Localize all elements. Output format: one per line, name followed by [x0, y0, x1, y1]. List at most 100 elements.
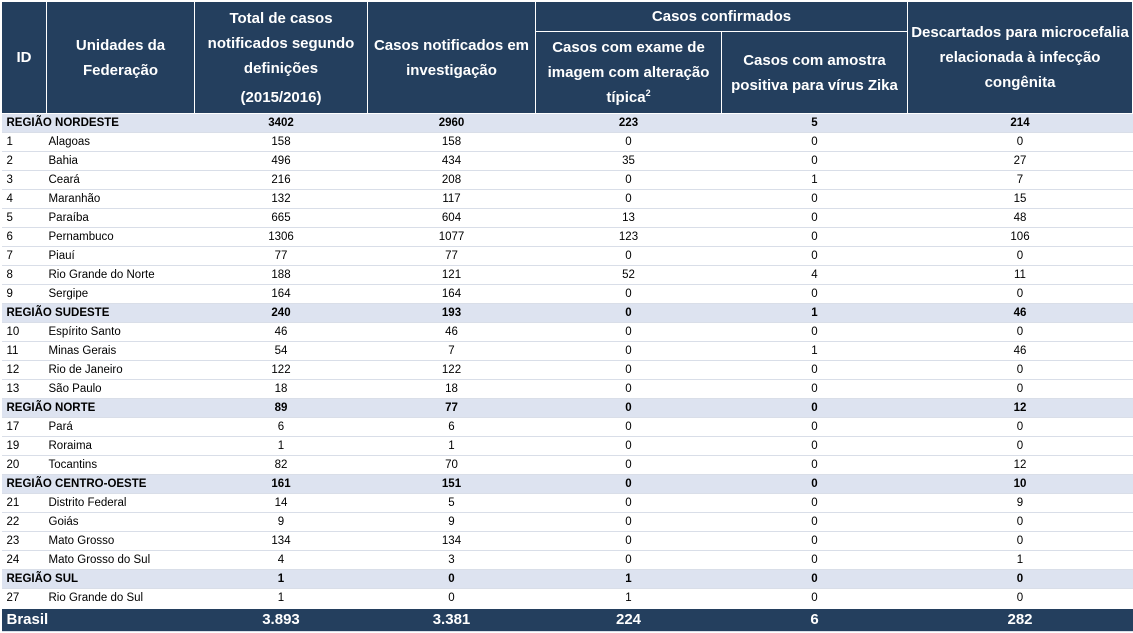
region-name: REGIÃO CENTRO-OESTE: [1, 474, 195, 494]
state-imagem: 0: [535, 189, 722, 209]
state-name: Alagoas: [46, 132, 195, 152]
state-imagem: 0: [535, 379, 722, 399]
state-total: 54: [194, 341, 368, 361]
state-name: Roraima: [46, 436, 195, 456]
state-total: 18: [194, 379, 368, 399]
state-zika: 1: [721, 341, 908, 361]
state-row: 19 Roraima 1 1 0 0 0: [1, 436, 1133, 456]
region-name: REGIÃO SUL: [1, 569, 195, 589]
state-name: São Paulo: [46, 379, 195, 399]
state-imagem: 0: [535, 455, 722, 475]
state-descartados: 0: [907, 246, 1133, 266]
state-investigacao: 3: [367, 550, 536, 570]
state-investigacao: 121: [367, 265, 536, 285]
state-investigacao: 9: [367, 512, 536, 532]
state-investigacao: 0: [367, 588, 536, 609]
state-imagem: 0: [535, 360, 722, 380]
state-investigacao: 1077: [367, 227, 536, 247]
total-imagem: 224: [535, 607, 722, 632]
state-imagem: 0: [535, 493, 722, 513]
state-name: Rio de Janeiro: [46, 360, 195, 380]
header-imagem-label: Casos com exame de imagem com alteração …: [547, 39, 710, 106]
state-descartados: 0: [907, 588, 1133, 609]
header-descartados: Descartados para microcefalia relacionad…: [907, 1, 1133, 114]
state-investigacao: 18: [367, 379, 536, 399]
state-row: 8 Rio Grande do Norte 188 121 52 4 11: [1, 265, 1133, 285]
region-investigacao: 0: [367, 569, 536, 589]
region-zika: 1: [721, 303, 908, 323]
state-row: 7 Piauí 77 77 0 0 0: [1, 246, 1133, 266]
state-row: 5 Paraíba 665 604 13 0 48: [1, 208, 1133, 228]
state-id: 13: [1, 379, 47, 399]
region-zika: 0: [721, 398, 908, 418]
state-id: 2: [1, 151, 47, 171]
state-imagem: 0: [535, 531, 722, 551]
state-id: 21: [1, 493, 47, 513]
state-id: 23: [1, 531, 47, 551]
header-uf: Unidades da Federação: [46, 1, 195, 114]
state-investigacao: 1: [367, 436, 536, 456]
state-id: 22: [1, 512, 47, 532]
state-name: Espírito Santo: [46, 322, 195, 342]
state-id: 19: [1, 436, 47, 456]
state-imagem: 0: [535, 284, 722, 304]
state-descartados: 106: [907, 227, 1133, 247]
state-descartados: 0: [907, 322, 1133, 342]
region-imagem: 1: [535, 569, 722, 589]
region-zika: 5: [721, 113, 908, 133]
state-imagem: 0: [535, 436, 722, 456]
state-zika: 0: [721, 588, 908, 609]
state-zika: 0: [721, 132, 908, 152]
state-id: 12: [1, 360, 47, 380]
state-row: 22 Goiás 9 9 0 0 0: [1, 512, 1133, 532]
state-name: Piauí: [46, 246, 195, 266]
region-investigacao: 2960: [367, 113, 536, 133]
state-total: 158: [194, 132, 368, 152]
state-descartados: 0: [907, 417, 1133, 437]
state-row: 13 São Paulo 18 18 0 0 0: [1, 379, 1133, 399]
state-name: Mato Grosso: [46, 531, 195, 551]
state-row: 20 Tocantins 82 70 0 0 12: [1, 455, 1133, 475]
state-row: 6 Pernambuco 1306 1077 123 0 106: [1, 227, 1133, 247]
state-name: Paraíba: [46, 208, 195, 228]
state-row: 9 Sergipe 164 164 0 0 0: [1, 284, 1133, 304]
state-row: 4 Maranhão 132 117 0 0 15: [1, 189, 1133, 209]
state-row: 11 Minas Gerais 54 7 0 1 46: [1, 341, 1133, 361]
state-imagem: 0: [535, 322, 722, 342]
state-descartados: 15: [907, 189, 1133, 209]
state-descartados: 48: [907, 208, 1133, 228]
region-total: 240: [194, 303, 368, 323]
state-id: 5: [1, 208, 47, 228]
total-zika: 6: [721, 607, 908, 632]
region-descartados: 12: [907, 398, 1133, 418]
state-id: 4: [1, 189, 47, 209]
state-row: 27 Rio Grande do Sul 1 0 1 0 0: [1, 588, 1133, 609]
state-name: Rio Grande do Sul: [46, 588, 195, 609]
state-investigacao: 5: [367, 493, 536, 513]
state-descartados: 0: [907, 531, 1133, 551]
state-row: 3 Ceará 216 208 0 1 7: [1, 170, 1133, 190]
state-imagem: 0: [535, 512, 722, 532]
region-imagem: 0: [535, 398, 722, 418]
region-investigacao: 193: [367, 303, 536, 323]
state-total: 1: [194, 436, 368, 456]
state-investigacao: 164: [367, 284, 536, 304]
header-confirmados: Casos confirmados: [535, 1, 908, 32]
region-row: REGIÃO SUDESTE 240 193 0 1 46: [1, 303, 1133, 323]
state-id: 7: [1, 246, 47, 266]
state-row: 17 Pará 6 6 0 0 0: [1, 417, 1133, 437]
state-investigacao: 604: [367, 208, 536, 228]
state-investigacao: 77: [367, 246, 536, 266]
state-zika: 0: [721, 208, 908, 228]
state-descartados: 0: [907, 132, 1133, 152]
state-imagem: 0: [535, 170, 722, 190]
state-id: 24: [1, 550, 47, 570]
state-descartados: 27: [907, 151, 1133, 171]
state-zika: 0: [721, 151, 908, 171]
total-investigacao: 3.381: [367, 607, 536, 632]
state-id: 9: [1, 284, 47, 304]
region-row: REGIÃO SUL 1 0 1 0 0: [1, 569, 1133, 589]
state-name: Minas Gerais: [46, 341, 195, 361]
state-total: 1: [194, 588, 368, 609]
state-total: 132: [194, 189, 368, 209]
